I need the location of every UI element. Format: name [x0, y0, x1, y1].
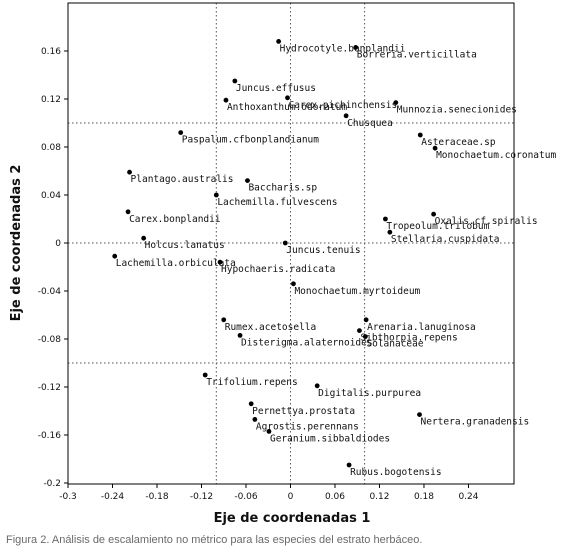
x-tick-label: -0.06 — [234, 492, 258, 502]
data-point — [223, 97, 229, 103]
reference-lines — [68, 3, 514, 484]
data-point-label: Tropeolum.trilobum — [386, 221, 489, 232]
data-point-label: Lachemilla.orbiculata — [116, 258, 236, 269]
data-point-label: Solanaceae — [366, 339, 423, 350]
y-tick-label: 0.04 — [41, 191, 61, 201]
data-point — [383, 216, 388, 222]
data-point — [217, 259, 223, 265]
data-point-label: Trifolium.repens — [206, 377, 298, 388]
data-point-label: Hypochaeris.radicata — [221, 264, 335, 275]
data-point-label: Disterigma.alaternoides — [241, 337, 373, 348]
data-point — [417, 132, 423, 138]
data-point-label: Baccharis.sp — [248, 183, 317, 194]
data-point — [112, 253, 118, 259]
data-point-label: Carex.pichinchensis — [289, 100, 398, 111]
data-point-label: Sibthorpia.repens — [360, 333, 457, 344]
x-axis-title: Eje de coordenadas 1 — [214, 511, 371, 526]
data-point-label: Monochaetum.myrtoideum — [294, 286, 420, 297]
data-point-label: Nertera.granadensis — [421, 417, 530, 428]
data-point-label: Pernettya.prostata — [252, 406, 355, 417]
data-point — [363, 317, 369, 323]
data-point-label: Arenaria.lanuginosa — [367, 322, 476, 333]
data-point-label: Carex.bonplandii — [129, 214, 221, 225]
data-point — [252, 417, 258, 422]
data-point — [357, 328, 362, 333]
data-point-label: Asteraceae.sp — [421, 137, 496, 148]
y-tick-label: 0 — [55, 239, 61, 249]
data-point-label: Digitalis.purpurea — [318, 388, 421, 399]
y-tick-label: -0.16 — [38, 431, 62, 441]
data-point — [343, 113, 349, 119]
data-point — [127, 169, 132, 175]
data-point-label: Holcus.lanatus — [145, 240, 225, 251]
y-tick-label: -0.12 — [38, 383, 61, 393]
data-point — [346, 462, 352, 468]
data-point-label: Juncus.tenuis — [286, 245, 360, 256]
data-point — [232, 78, 238, 84]
data-point — [291, 281, 296, 287]
data-point — [285, 95, 290, 101]
data-point-label: Plantago.australis — [131, 174, 234, 185]
x-tick-label: -0.3 — [59, 492, 77, 502]
x-tick-label: -0.24 — [101, 492, 125, 502]
data-point-label: Hydrocotyle.bonplandii — [280, 43, 406, 54]
data-point — [417, 412, 422, 417]
data-point — [245, 178, 250, 184]
y-tick-label: -0.08 — [38, 335, 62, 345]
data-points: Hydrocotyle.bonplandiiBorreria.verticill… — [112, 39, 556, 478]
data-point — [431, 211, 437, 217]
data-point — [393, 100, 399, 105]
data-point-label: Munnozia.senecionides — [397, 105, 517, 116]
data-point — [353, 45, 359, 50]
data-point-label: Paspalum.cfbonplandianum — [182, 135, 320, 146]
y-tick-label: 0.12 — [41, 95, 61, 105]
x-tick-label: 0 — [288, 492, 294, 502]
data-point-label: Rumex.acetosella — [225, 322, 317, 333]
data-point — [276, 39, 282, 44]
data-point-label: Lachemilla.fulvescens — [217, 197, 337, 208]
data-point — [248, 401, 254, 407]
y-tick-label: -0.2 — [43, 479, 61, 489]
data-point-label: Rubus.bogotensis — [350, 467, 442, 478]
data-point-label: Geranium.sibbaldiodes — [270, 433, 390, 444]
data-point-label: Anthoxanthum.odoratum — [227, 102, 347, 113]
data-point-label: Oxalis.cf.spiralis — [435, 216, 538, 227]
x-tick-label: 0.24 — [458, 492, 478, 502]
x-tick-label: 0.12 — [369, 492, 389, 502]
y-tick-label: 0.08 — [41, 143, 61, 153]
data-point — [282, 240, 288, 246]
data-point — [213, 192, 219, 198]
data-point — [387, 229, 393, 235]
data-point — [237, 333, 243, 338]
data-point-label: Stellaria.cuspidata — [391, 234, 500, 245]
x-tick-label: -0.18 — [145, 492, 169, 502]
data-point — [202, 372, 208, 378]
data-point — [314, 383, 320, 389]
data-point — [221, 317, 227, 323]
figure-caption: Figura 2. Análisis de escalamiento no mé… — [6, 534, 423, 546]
nmds-scatter-chart: -0.3 -0.24 -0.18 -0.12 -0.06 0 0.06 0.12 0.18 0.2… — [9, 2, 556, 526]
y-axis-title: Eje de coordenadas 2 — [9, 165, 24, 322]
data-point — [141, 235, 147, 241]
data-point — [178, 130, 184, 136]
axis-ticks: -0.3 -0.24 -0.18 -0.12 -0.06 0 0.06 0.12 0.18 0.2… — [38, 47, 479, 502]
data-point-label: Borreria.verticillata — [357, 49, 477, 60]
data-point-label: Agrostis.perennans — [256, 421, 359, 432]
data-point — [362, 334, 368, 339]
data-point-label: Monochaetum.coronatum — [436, 150, 556, 161]
y-tick-label: -0.04 — [38, 287, 62, 297]
x-tick-label: -0.12 — [190, 492, 213, 502]
x-tick-label: 0.06 — [325, 492, 345, 502]
data-point — [432, 145, 438, 151]
data-point — [266, 429, 272, 434]
data-point-label: Chusquea — [347, 118, 393, 129]
x-tick-label: 0.18 — [414, 492, 434, 502]
y-tick-label: 0.16 — [41, 47, 61, 57]
data-point-label: Juncus.effusus — [236, 83, 316, 94]
data-point — [125, 209, 131, 215]
